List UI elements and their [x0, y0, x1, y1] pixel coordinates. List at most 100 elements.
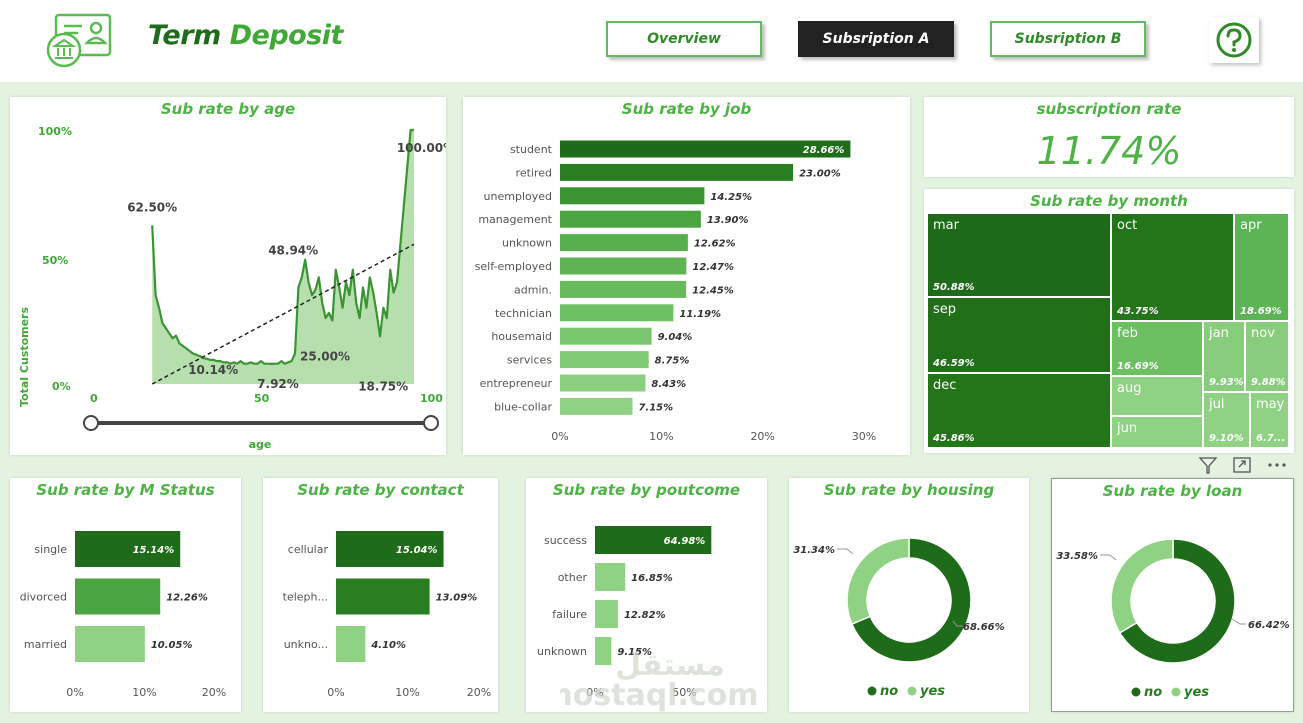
bar[interactable]	[560, 140, 851, 158]
legend-no-swatch	[867, 686, 877, 696]
bar[interactable]	[595, 637, 612, 665]
treemap-tile-apr[interactable]	[1235, 214, 1288, 320]
subscription-b-button[interactable]: Subsription B	[990, 21, 1146, 57]
treemap-month-label: feb	[1117, 326, 1138, 341]
bar[interactable]	[560, 327, 652, 345]
treemap-tile-jun[interactable]	[1112, 417, 1202, 447]
x-tick-label: 20%	[202, 686, 226, 699]
bar-category-label: success	[544, 534, 587, 547]
donut-slice-no[interactable]	[850, 537, 972, 663]
filter-icon[interactable]	[1196, 455, 1222, 475]
bar[interactable]	[336, 531, 444, 567]
treemap-tile-jul[interactable]	[1204, 393, 1249, 447]
treemap-tile-feb[interactable]	[1112, 322, 1202, 375]
legend-no-label[interactable]: no	[1144, 685, 1162, 700]
legend-yes-swatch	[907, 686, 917, 696]
bar-value-label: 15.04%	[396, 545, 438, 556]
treemap-tile-mar[interactable]	[928, 214, 1110, 296]
donut-value-label: 66.42%	[1248, 620, 1290, 631]
bar[interactable]	[336, 626, 366, 662]
bar[interactable]	[560, 351, 649, 369]
overview-button[interactable]: Overview	[606, 21, 762, 57]
bar[interactable]	[595, 563, 626, 591]
bar[interactable]	[336, 578, 430, 615]
poutcome-chart: success 64.98% other 16.85% failure 12.82% unk…	[537, 526, 712, 699]
bar[interactable]	[75, 626, 145, 662]
treemap-value-label: 50.88%	[933, 282, 975, 293]
bar[interactable]	[595, 526, 712, 554]
y-tick-100: 100%	[38, 125, 72, 138]
legend-yes-label[interactable]: yes	[920, 684, 945, 699]
bar-category-label: divorced	[20, 591, 67, 604]
housing-donut: 68.66% 31.34% no yes	[793, 537, 1005, 699]
age-chart-card: Sub rate by age Total Customers 100% 50%…	[10, 97, 446, 455]
treemap-tile-sep[interactable]	[928, 298, 1110, 372]
x-tick-label: 10%	[395, 686, 419, 699]
app-title-part1: Term	[148, 20, 221, 51]
loan-card: Sub rate by loan 66.42% 33.58% no yes	[1051, 478, 1294, 712]
bar[interactable]	[560, 304, 674, 322]
treemap-value-label: 43.75%	[1116, 306, 1159, 317]
more-options-icon[interactable]	[1264, 455, 1290, 475]
loan-chart-title: Sub rate by loan	[1102, 482, 1243, 500]
bar[interactable]	[560, 187, 705, 205]
help-button[interactable]	[1209, 17, 1259, 63]
bar[interactable]	[560, 210, 701, 228]
app-title: Term Deposit	[148, 20, 343, 51]
bar[interactable]	[560, 397, 633, 415]
bar[interactable]	[595, 600, 618, 628]
treemap-value-label: 9.88%	[1251, 377, 1286, 388]
treemap-value-label: 18.69%	[1240, 306, 1282, 317]
treemap-month-label: sep	[933, 302, 956, 317]
treemap-month-label: may	[1256, 397, 1285, 412]
bar-category-label: single	[34, 543, 67, 556]
legend-no-swatch	[1131, 687, 1141, 697]
treemap-tile-nov[interactable]	[1246, 322, 1288, 391]
treemap-tile-aug[interactable]	[1112, 377, 1202, 415]
treemap-value-label: 45.86%	[932, 433, 975, 444]
age-slider-max-handle[interactable]	[423, 415, 439, 431]
bar-category-label: housemaid	[491, 330, 552, 343]
bar-category-label: unknown	[537, 645, 587, 658]
bar-value-label: 7.15%	[638, 402, 673, 413]
bar-category-label: technician	[495, 307, 552, 320]
subscription-rate-card: subscription rate 11.74%	[924, 97, 1294, 177]
treemap-tile-may[interactable]	[1251, 393, 1288, 447]
bar[interactable]	[75, 578, 161, 615]
bar[interactable]	[560, 234, 688, 252]
poutcome-card: Sub rate by poutcome success 64.98% other 1…	[526, 478, 767, 712]
treemap-value-label: 9.10%	[1209, 433, 1244, 444]
legend-yes-label[interactable]: yes	[1184, 685, 1209, 700]
age-point-label: 25.00%	[300, 350, 350, 364]
age-point-label: 48.94%	[268, 244, 318, 258]
bar[interactable]	[560, 257, 687, 275]
bar-value-label: 12.82%	[624, 610, 666, 621]
donut-slice-no[interactable]	[1118, 538, 1236, 664]
legend-no-label[interactable]: no	[880, 684, 898, 699]
bar-value-label: 4.10%	[370, 640, 406, 651]
bar-value-label: 8.75%	[655, 356, 690, 367]
treemap-value-label: 16.69%	[1117, 361, 1159, 372]
kpi-title: subscription rate	[1036, 100, 1182, 118]
subscription-a-button[interactable]: Subsription A	[798, 21, 954, 57]
treemap-tile-oct[interactable]	[1112, 214, 1233, 320]
treemap-month-label: apr	[1240, 218, 1262, 233]
treemap-tile-jan[interactable]	[1204, 322, 1244, 391]
donut-slice-yes[interactable]	[1110, 538, 1174, 634]
job-chart-title: Sub rate by job	[621, 100, 752, 118]
focus-mode-icon[interactable]	[1230, 455, 1256, 475]
bar[interactable]	[560, 280, 687, 298]
bar-value-label: 14.25%	[710, 192, 752, 203]
treemap-value-label: 46.59%	[932, 358, 975, 369]
treemap-tile-dec[interactable]	[928, 374, 1110, 447]
bar[interactable]	[560, 374, 646, 392]
bar-category-label: married	[24, 638, 67, 651]
bar-value-label: 28.66%	[803, 145, 845, 156]
contact-card: Sub rate by contact cellular 15.04% teleph…	[263, 478, 498, 712]
age-slider-min-handle[interactable]	[83, 415, 99, 431]
donut-slice-yes[interactable]	[846, 537, 910, 626]
x-tick-label: 20%	[750, 430, 774, 443]
bar[interactable]	[560, 163, 794, 181]
x-tick-label: 0%	[586, 686, 603, 699]
bar[interactable]	[75, 531, 181, 567]
